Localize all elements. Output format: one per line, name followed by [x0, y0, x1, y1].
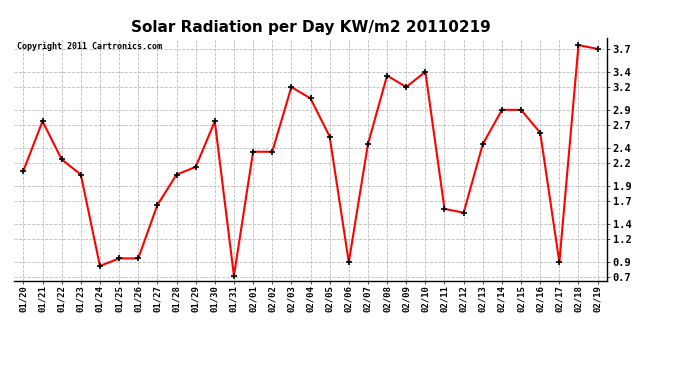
Text: Copyright 2011 Cartronics.com: Copyright 2011 Cartronics.com [17, 42, 161, 51]
Title: Solar Radiation per Day KW/m2 20110219: Solar Radiation per Day KW/m2 20110219 [130, 20, 491, 35]
